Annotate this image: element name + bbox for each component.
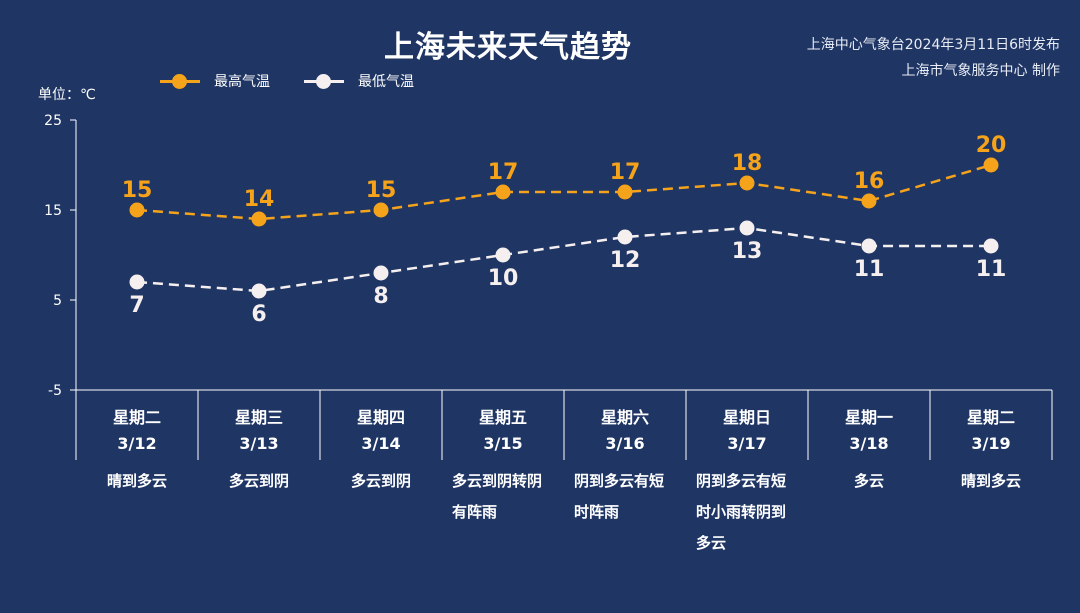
low-temp-point: [617, 229, 633, 245]
legend-item-low: 最低气温: [304, 71, 414, 91]
day-date-label: 3/18: [849, 434, 889, 453]
high-temp-label: 16: [854, 169, 885, 194]
legend-swatch-high: [160, 71, 200, 91]
publisher-note: 上海中心气象台2024年3月11日6时发布: [806, 37, 1060, 53]
day-weekday-label: 星期一: [844, 408, 893, 427]
day-date-label: 3/15: [483, 434, 523, 453]
low-temp-label: 13: [732, 239, 763, 264]
day-date-label: 3/13: [239, 434, 279, 453]
high-temp-label: 14: [244, 187, 275, 212]
day-date-label: 3/19: [971, 434, 1011, 453]
high-temp-point: [495, 184, 511, 200]
high-temp-point: [129, 202, 145, 218]
high-temp-point: [983, 157, 999, 173]
high-temp-label: 15: [366, 178, 397, 203]
day-weekday-label: 星期五: [478, 408, 527, 427]
day-weather-label: 阴到多云有短时阵雨: [574, 472, 665, 521]
day-weather-label: 晴到多云: [960, 472, 1021, 490]
day-weekday-label: 星期三: [234, 408, 283, 427]
low-temp-point: [861, 238, 877, 254]
day-date-label: 3/12: [117, 434, 157, 453]
day-weather-label: 阴到多云有短时小雨转阴到多云: [696, 472, 787, 552]
y-tick-label: 25: [44, 113, 62, 129]
day-weekday-label: 星期四: [356, 408, 405, 427]
day-date-label: 3/16: [605, 434, 645, 453]
day-date-label: 3/14: [361, 434, 401, 453]
day-weekday-label: 星期日: [722, 408, 771, 427]
low-temp-label: 10: [488, 266, 519, 291]
high-temp-point: [373, 202, 389, 218]
chart-title: 上海未来天气趋势: [384, 30, 632, 65]
legend: 最高气温 最低气温: [160, 70, 448, 92]
unit-label: 单位：℃: [38, 87, 96, 103]
low-temp-point: [495, 247, 511, 263]
day-weather-label: 晴到多云: [106, 472, 167, 490]
low-temp-label: 12: [610, 248, 641, 273]
day-weather-label: 多云到阴转阴有阵雨: [452, 472, 543, 521]
high-temp-point: [739, 175, 755, 191]
high-temp-label: 15: [122, 178, 153, 203]
legend-swatch-low: [304, 71, 344, 91]
legend-label-high: 最高气温: [214, 74, 270, 90]
low-temp-label: 8: [373, 284, 388, 309]
y-tick-label: 15: [44, 203, 62, 219]
high-temp-label: 17: [610, 160, 641, 185]
day-weekday-label: 星期六: [600, 408, 649, 427]
high-temp-label: 20: [976, 133, 1007, 158]
y-tick-label: 5: [53, 293, 62, 309]
day-weekday-label: 星期二: [966, 408, 1015, 427]
low-temp-label: 7: [129, 293, 144, 318]
day-weather-label: 多云: [853, 472, 884, 490]
high-temp-point: [251, 211, 267, 227]
day-date-label: 3/17: [727, 434, 767, 453]
low-temp-label: 11: [976, 257, 1007, 282]
low-temp-point: [739, 220, 755, 236]
low-temp-label: 11: [854, 257, 885, 282]
low-temp-point: [251, 283, 267, 299]
low-temp-point: [983, 238, 999, 254]
day-weekday-label: 星期二: [112, 408, 161, 427]
y-tick-label: -5: [48, 383, 62, 399]
legend-item-high: 最高气温: [160, 71, 270, 91]
high-temp-point: [617, 184, 633, 200]
high-temp-label: 17: [488, 160, 519, 185]
day-weather-label: 多云到阴: [228, 472, 289, 490]
producer-note: 上海市气象服务中心 制作: [901, 63, 1060, 79]
high-temp-label: 18: [732, 151, 763, 176]
legend-label-low: 最低气温: [358, 74, 414, 90]
low-temp-point: [373, 265, 389, 281]
low-temp-point: [129, 274, 145, 290]
day-weather-label: 多云到阴: [350, 472, 411, 490]
low-temp-label: 6: [251, 302, 266, 327]
high-temp-point: [861, 193, 877, 209]
